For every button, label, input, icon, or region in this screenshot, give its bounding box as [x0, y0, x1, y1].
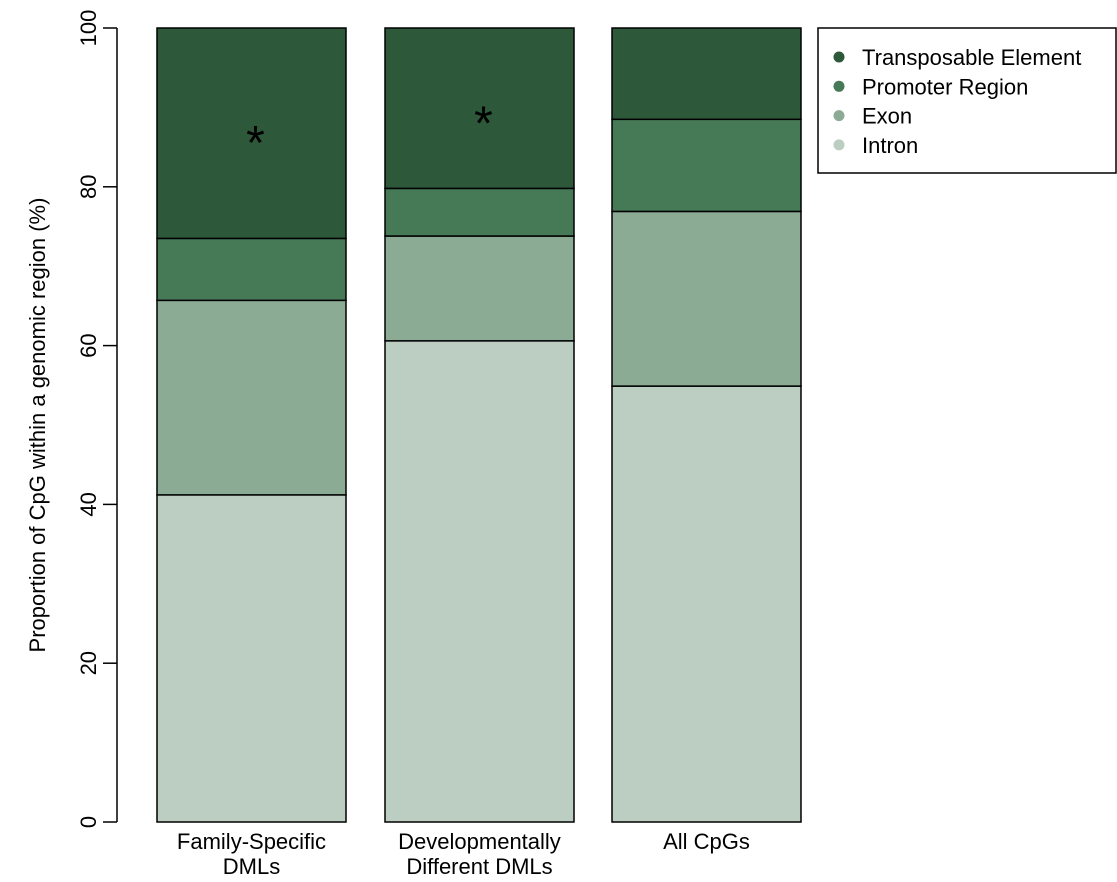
legend-label-transposable-element: Transposable Element: [862, 45, 1081, 70]
bar-segment-exon-all-cpgs: [611, 210, 802, 387]
annotations-group: * *: [246, 97, 493, 170]
bars-group: [156, 27, 802, 823]
significance-asterisk: *: [246, 117, 265, 170]
legend-marker-intron: [833, 139, 845, 151]
legend-label-exon: Exon: [862, 104, 912, 129]
x-tick-label: Developmentally: [398, 829, 561, 854]
bar-segment-transposable-element-family-specific-dmls: [156, 27, 347, 240]
y-tick-label: 100: [76, 10, 101, 47]
legend-marker-exon: [833, 110, 845, 122]
y-tick-label: 60: [76, 333, 101, 357]
bar-segment-intron-family-specific-dmls: [156, 494, 347, 823]
y-tick-label: 20: [76, 651, 101, 675]
legend-marker-promoter-region: [833, 80, 845, 92]
y-axis-title: Proportion of CpG within a genomic regio…: [25, 198, 50, 653]
y-axis: 0 20 40 60 80 100: [76, 10, 118, 828]
x-tick-label: All CpGs: [663, 829, 750, 854]
y-tick-label: 80: [76, 175, 101, 199]
legend-box: [817, 27, 1117, 174]
bar-segment-transposable-element-developmentally-different-dmls: [384, 27, 575, 190]
bar-segment-promoter-region-family-specific-dmls: [156, 237, 347, 302]
bar-segment-transposable-element-all-cpgs: [611, 27, 802, 121]
legend-marker-transposable-element: [833, 51, 845, 63]
bar-segment-exon-developmentally-different-dmls: [384, 235, 575, 342]
bar-segment-promoter-region-developmentally-different-dmls: [384, 187, 575, 237]
legend-label-intron: Intron: [862, 133, 918, 158]
significance-asterisk: *: [474, 97, 493, 150]
y-tick-label: 0: [76, 816, 101, 828]
legend-label-promoter-region: Promoter Region: [862, 74, 1028, 99]
legend: Transposable Element Promoter Region Exon I…: [817, 27, 1117, 174]
x-tick-label: DMLs: [223, 854, 280, 879]
bar-segment-exon-family-specific-dmls: [156, 299, 347, 496]
x-tick-label: Different DMLs: [406, 854, 552, 879]
x-tick-label: Family-Specific: [177, 829, 326, 854]
bar-segment-intron-developmentally-different-dmls: [384, 340, 575, 823]
bar-segment-intron-all-cpgs: [611, 385, 802, 823]
bar-segment-promoter-region-all-cpgs: [611, 118, 802, 213]
y-tick-label: 40: [76, 492, 101, 516]
